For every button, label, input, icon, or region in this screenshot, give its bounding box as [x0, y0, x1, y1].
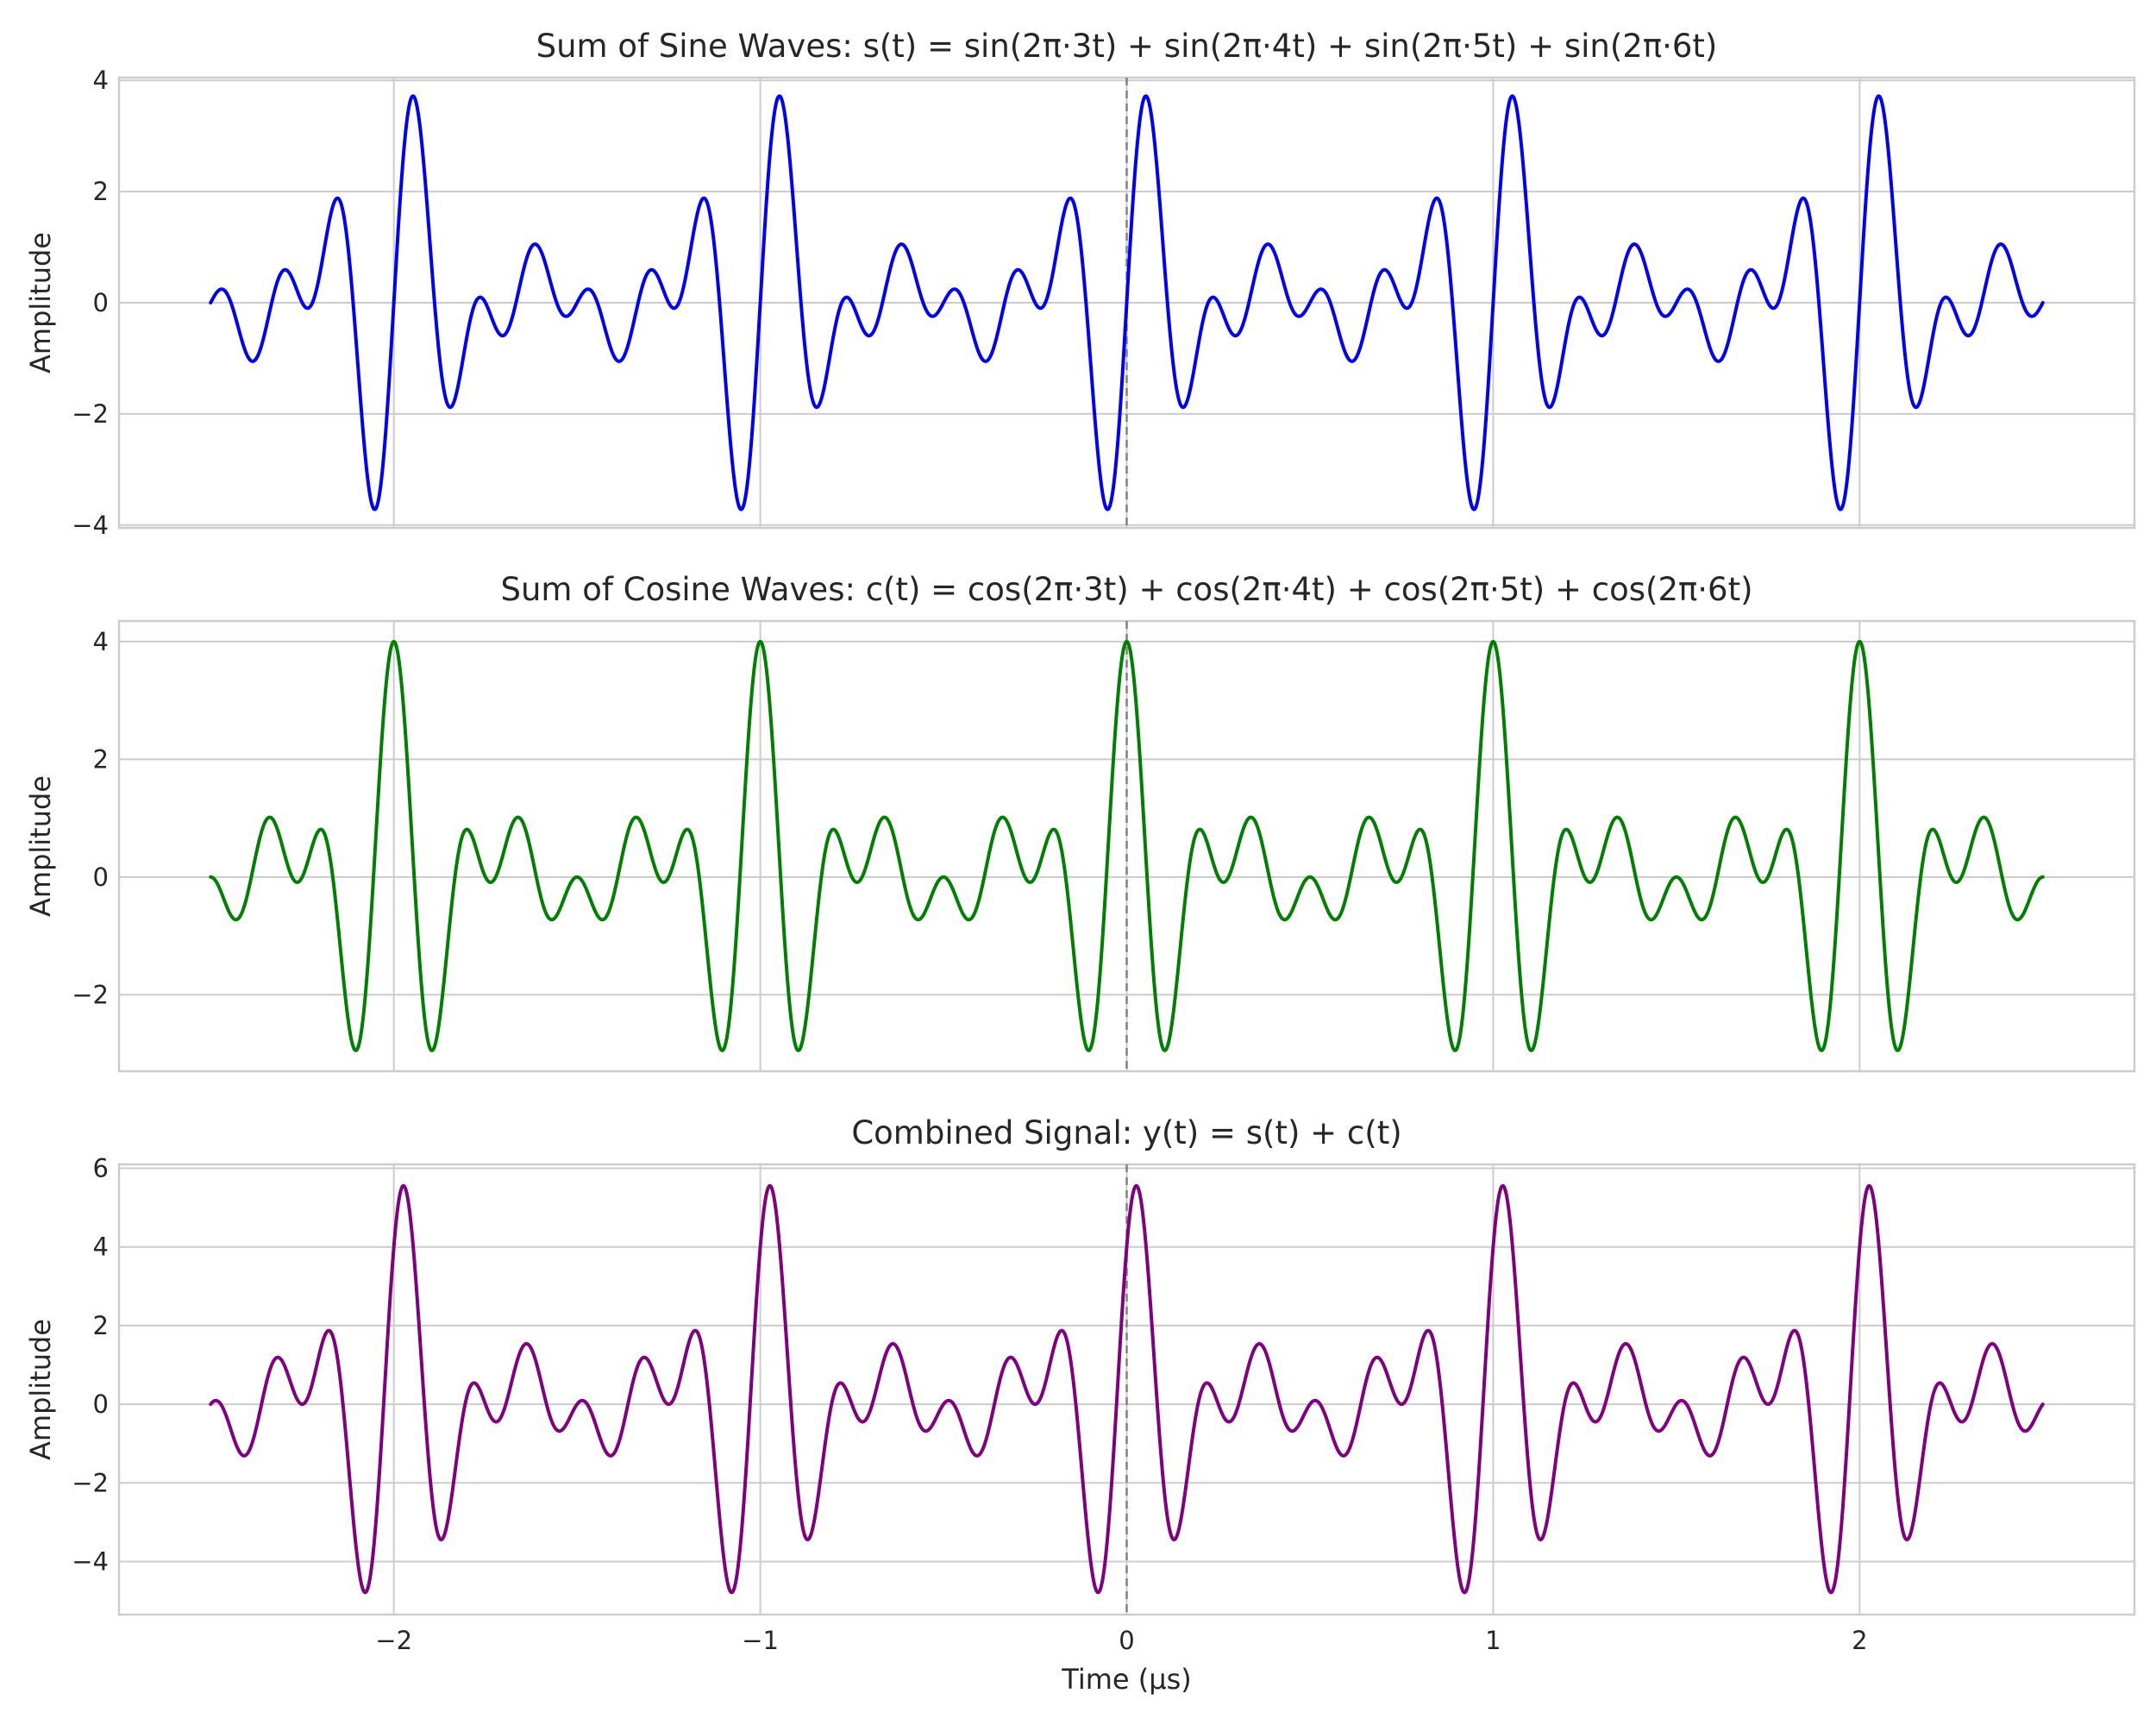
combined-y-tick-label: −2: [72, 1468, 109, 1497]
cosine-y-tick-labels: −2 0 2 4: [72, 627, 109, 1009]
combined-signal-line: [209, 1183, 2045, 1595]
cosine-y-tick-label: 0: [93, 862, 109, 892]
sine-ylabel: Amplitude: [24, 232, 57, 373]
combined-y-tick-labels: −4 −2 0 2 4 6: [72, 1154, 109, 1577]
combined-panel: −4 −2 0 2 4 6 −2 −1 0 1 2 Combined Signal: y(t) =…: [24, 1114, 2136, 1696]
combined-x-tick-label: 0: [1119, 1626, 1134, 1655]
combined-y-tick-label: 2: [93, 1311, 109, 1340]
combined-y-tick-label: 4: [93, 1233, 109, 1262]
combined-x-tick-labels: −2 −1 0 1 2: [375, 1626, 1867, 1655]
sine-y-tick-labels: −4 −2 0 2 4: [72, 66, 109, 540]
cosine-title: Sum of Cosine Waves: c(t) = cos(2π·3t) +…: [500, 571, 1752, 608]
combined-xlabel: Time (μs): [1061, 1663, 1191, 1696]
sine-y-tick-label: −4: [72, 511, 109, 540]
cosine-y-tick-label: 4: [93, 627, 109, 656]
sine-panel: −4 −2 0 2 4 Sum of Sine Waves: s(t) = sin(2π…: [24, 28, 2136, 540]
sine-y-tick-label: 0: [93, 288, 109, 317]
combined-x-tick-label: 2: [1852, 1626, 1867, 1655]
sine-y-tick-label: 2: [93, 177, 109, 206]
combined-y-tick-label: 6: [93, 1154, 109, 1183]
sine-title: Sum of Sine Waves: s(t) = sin(2π·3t) + s…: [536, 28, 1718, 65]
cosine-y-tick-label: 2: [93, 744, 109, 774]
combined-y-tick-label: 0: [93, 1389, 109, 1419]
sine-y-tick-label: −2: [72, 399, 109, 429]
sine-y-tick-label: 4: [93, 66, 109, 95]
cosine-ylabel: Amplitude: [24, 775, 57, 917]
cosine-sum-line: [209, 639, 2045, 1052]
combined-ylabel: Amplitude: [24, 1319, 57, 1460]
combined-title: Combined Signal: y(t) = s(t) + c(t): [851, 1114, 1401, 1151]
combined-y-tick-label: −4: [72, 1546, 109, 1576]
sine-sum-line: [209, 94, 2045, 511]
cosine-panel: −2 0 2 4 Sum of Cosine Waves: c(t) = cos(2π…: [24, 571, 2136, 1073]
cosine-y-tick-label: −2: [72, 980, 109, 1009]
combined-x-tick-label: 1: [1485, 1626, 1501, 1655]
combined-x-tick-label: −2: [375, 1626, 412, 1655]
combined-x-tick-label: −1: [742, 1626, 779, 1655]
